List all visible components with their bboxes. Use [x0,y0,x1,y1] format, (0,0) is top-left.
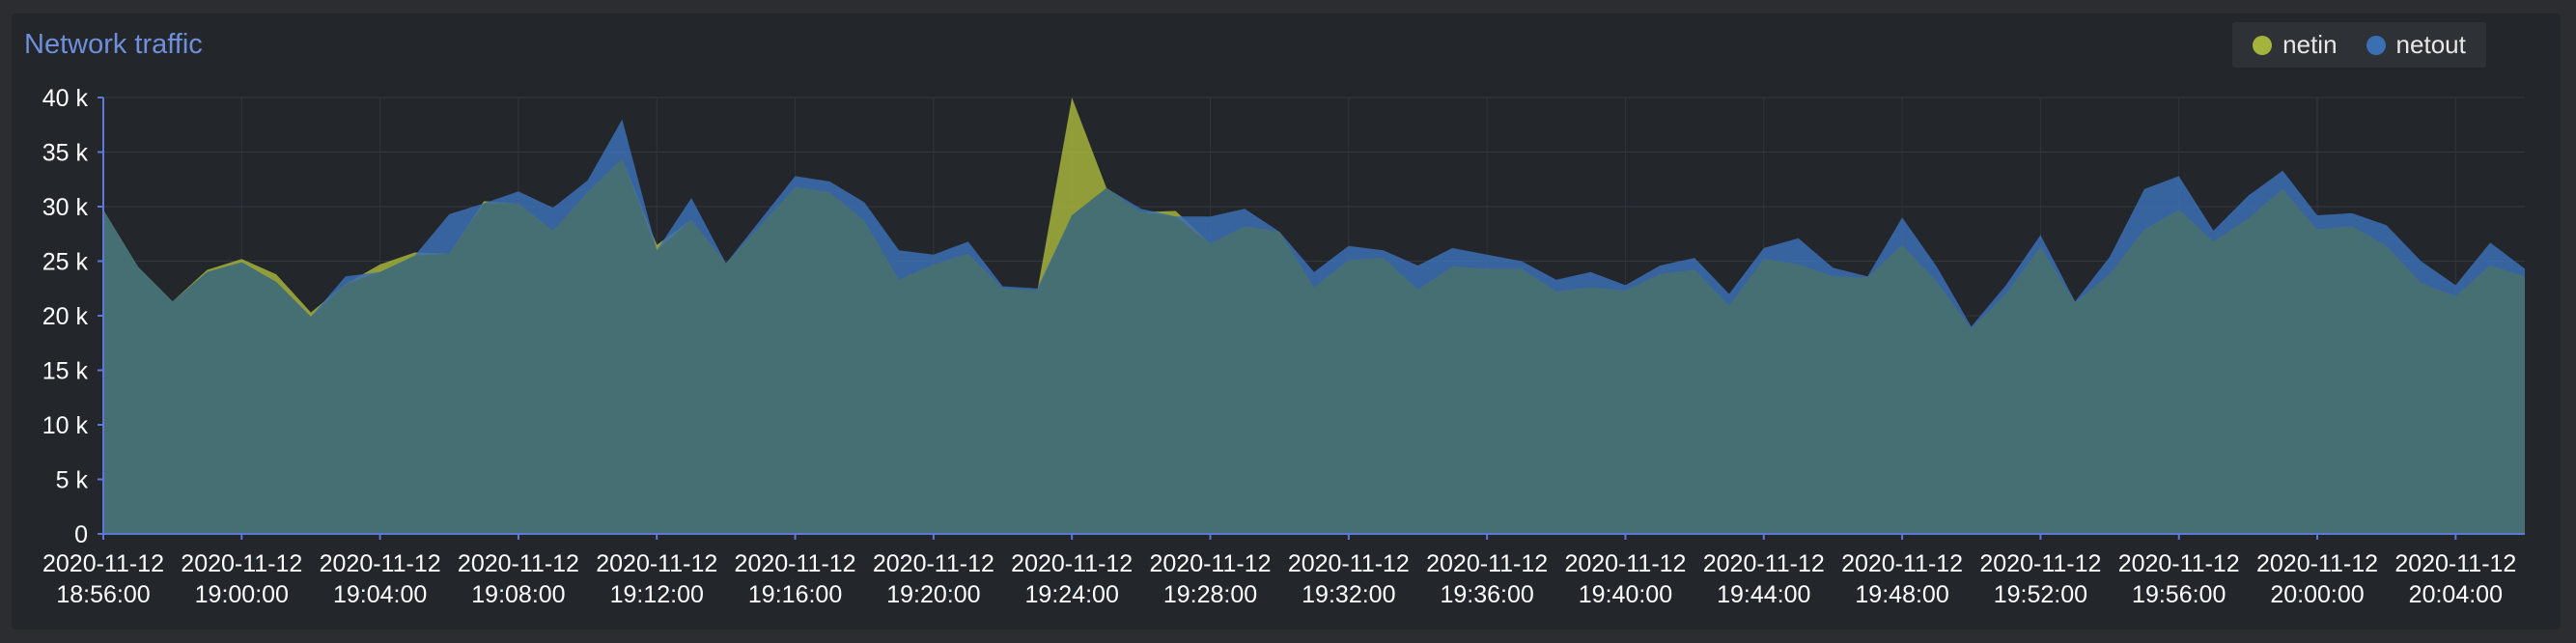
y-tick-label: 10 k [42,412,89,439]
y-tick-label: 35 k [42,140,89,167]
y-tick-label: 0 [74,521,88,548]
x-tick-label-date: 2020-11-12 [181,550,302,577]
x-tick-label-date: 2020-11-12 [1426,550,1548,577]
x-tick-label-time: 19:08:00 [471,581,565,608]
x-tick-label-time: 20:00:00 [2270,581,2364,608]
x-tick-label-time: 19:52:00 [1994,581,2087,608]
y-tick-label: 40 k [42,85,89,112]
x-tick-label-time: 19:16:00 [748,581,842,608]
x-tick-label-date: 2020-11-12 [596,550,717,577]
y-tick-label: 5 k [56,467,89,494]
x-tick-label-date: 2020-11-12 [1703,550,1825,577]
x-tick-label-date: 2020-11-12 [1288,550,1410,577]
x-tick-label-time: 19:48:00 [1855,581,1948,608]
legend-label-netout: netout [2395,30,2466,59]
legend-item-netout[interactable]: netout [2366,30,2466,60]
x-tick-label-date: 2020-11-12 [2394,550,2516,577]
legend-label-netin: netin [2282,30,2338,59]
x-tick-label-time: 19:36:00 [1440,581,1533,608]
x-tick-label-date: 2020-11-12 [1149,550,1271,577]
x-tick-label-time: 19:28:00 [1163,581,1257,608]
x-tick-label-time: 19:04:00 [333,581,427,608]
x-tick-label-time: 19:32:00 [1302,581,1395,608]
x-tick-label-time: 18:56:00 [56,581,150,608]
legend-dot-netout [2366,35,2386,55]
x-tick-label-time: 19:44:00 [1717,581,1810,608]
x-tick-label-date: 2020-11-12 [458,550,579,577]
x-tick-label-time: 19:00:00 [195,581,289,608]
x-tick-label-date: 2020-11-12 [1979,550,2101,577]
x-tick-label-date: 2020-11-12 [2118,550,2240,577]
x-tick-label-time: 20:04:00 [2409,581,2503,608]
x-tick-label-date: 2020-11-12 [735,550,856,577]
x-tick-label-date: 2020-11-12 [1841,550,1963,577]
x-tick-label-time: 19:24:00 [1025,581,1119,608]
legend: netin netout [2232,22,2486,68]
y-tick-label: 20 k [42,303,89,330]
y-tick-label: 15 k [42,358,89,385]
legend-item-netin[interactable]: netin [2253,30,2338,60]
x-tick-label-date: 2020-11-12 [873,550,994,577]
x-tick-label-date: 2020-11-12 [320,550,441,577]
legend-dot-netin [2253,35,2273,55]
x-tick-label-time: 19:56:00 [2132,581,2226,608]
y-tick-label: 25 k [42,249,89,276]
x-tick-label-time: 19:12:00 [610,581,704,608]
y-tick-label: 30 k [42,194,89,221]
x-tick-label-date: 2020-11-12 [42,550,164,577]
x-tick-label-date: 2020-11-12 [1011,550,1133,577]
series-overlap-area [103,158,2525,535]
x-tick-label-date: 2020-11-12 [1564,550,1686,577]
x-tick-label-time: 19:20:00 [886,581,980,608]
x-tick-label-date: 2020-11-12 [2256,550,2378,577]
chart-title: Network traffic [24,29,203,60]
x-tick-label-time: 19:40:00 [1579,581,1672,608]
